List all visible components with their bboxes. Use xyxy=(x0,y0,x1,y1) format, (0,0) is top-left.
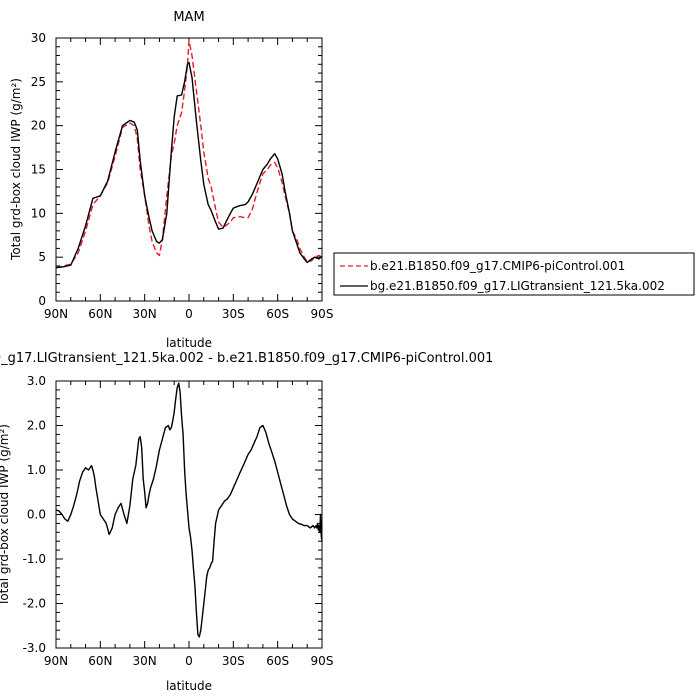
top-x-tick-label: 30S xyxy=(222,307,245,321)
bottom-y-tick-label: -3.0 xyxy=(23,641,46,655)
top-series-group xyxy=(55,39,323,269)
top-x-tick-label: 30N xyxy=(133,307,157,321)
top-y-tick-label: 10 xyxy=(31,206,46,220)
legend-label-piControl: b.e21.B1850.f09_g17.CMIP6-piControl.001 xyxy=(370,259,625,273)
top-y-tick-label: 25 xyxy=(31,75,46,89)
bottom-ylabel-group: Total grd-box cloud IWP (g/m²) xyxy=(0,424,11,607)
top-y-tick-label: 20 xyxy=(31,119,46,133)
top-tick-group: 90N 60N 30N 0 30S 60S 90S 0 5 10 15 20 25 30 xyxy=(31,31,334,321)
top-x-tick-label: 60S xyxy=(266,307,289,321)
bottom-y-tick-label: -1.0 xyxy=(23,552,46,566)
top-panel: MAM Total grd-box cloud IWP (g/m²) 90N 60… xyxy=(9,10,333,350)
bottom-y-tick-label: 2.0 xyxy=(27,419,46,433)
legend: b.e21.B1850.f09_g17.CMIP6-piControl.001 … xyxy=(333,252,695,296)
bottom-tick-group: 90N 60N 30N 0 30S 60S 90S -3.0 -2.0 -1.0 0.0 1.0 2.0… xyxy=(23,374,334,668)
bottom-panel: bg.e21.B1850.f09_g17.LIGtransient_121.5k… xyxy=(0,351,493,693)
bottom-series-line-0 xyxy=(55,382,323,638)
top-series-line-0 xyxy=(55,39,323,269)
bottom-chart-title: bg.e21.B1850.f09_g17.LIGtransient_121.5k… xyxy=(0,351,493,366)
bottom-x-tick-label: 60S xyxy=(266,654,289,668)
top-plot-frame xyxy=(55,37,323,302)
bottom-y-tick-label: -2.0 xyxy=(23,597,46,611)
top-x-tick-label: 0 xyxy=(185,307,193,321)
top-chart-title: MAM xyxy=(173,10,204,25)
top-y-tick-label: 30 xyxy=(31,31,46,45)
top-x-axis-label: latitude xyxy=(166,336,212,350)
bottom-plot-frame xyxy=(55,380,323,649)
top-x-tick-label: 60N xyxy=(88,307,112,321)
top-series-line-1 xyxy=(55,61,323,269)
bottom-y-tick-label: 3.0 xyxy=(27,374,46,388)
top-ylabel-group: Total grd-box cloud IWP (g/m²) xyxy=(9,78,23,261)
bottom-x-tick-label: 0 xyxy=(185,654,193,668)
bottom-x-tick-label: 90S xyxy=(311,654,334,668)
top-x-tick-label: 90N xyxy=(44,307,68,321)
bottom-y-tick-label: 1.0 xyxy=(27,463,46,477)
top-y-tick-label: 15 xyxy=(31,163,46,177)
top-x-tick-label: 90S xyxy=(311,307,334,321)
top-y-axis-label: Total grd-box cloud IWP (g/m²) xyxy=(9,78,23,261)
bottom-series-group xyxy=(55,382,323,638)
bottom-x-tick-label: 30S xyxy=(222,654,245,668)
bottom-y-tick-label: 0.0 xyxy=(27,508,46,522)
bottom-x-tick-label: 30N xyxy=(133,654,157,668)
legend-box xyxy=(333,252,695,296)
legend-label-LIGtransient: bg.e21.B1850.f09_g17.LIGtransient_121.5k… xyxy=(370,279,665,293)
bottom-x-axis-label: latitude xyxy=(166,679,212,693)
bottom-x-tick-label: 60N xyxy=(88,654,112,668)
top-y-tick-label: 0 xyxy=(38,294,46,308)
bottom-y-axis-label: Total grd-box cloud IWP (g/m²) xyxy=(0,424,11,607)
top-y-tick-label: 5 xyxy=(38,250,46,264)
bottom-x-tick-label: 90N xyxy=(44,654,68,668)
